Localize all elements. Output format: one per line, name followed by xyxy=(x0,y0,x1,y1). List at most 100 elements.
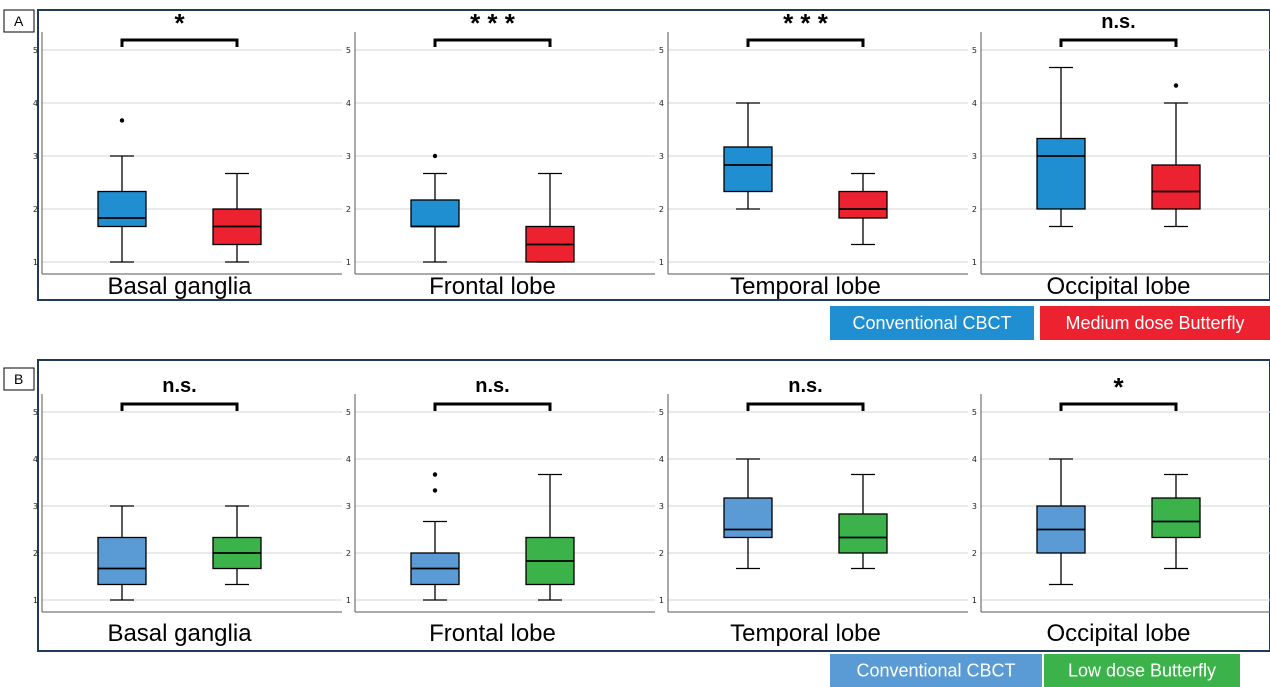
significance-bracket xyxy=(746,402,865,411)
subplot-1: 1 2 3 4 5 n.s. Frontal lobe xyxy=(346,375,655,647)
box-butterfly xyxy=(1151,83,1201,228)
outlier-point xyxy=(432,153,438,159)
panel-letter: A xyxy=(14,13,24,29)
legend-entry: Medium dose Butterfly xyxy=(1065,313,1244,333)
box-butterfly xyxy=(212,172,262,263)
y-tick-label: 3 xyxy=(659,152,664,161)
region-label: Basal ganglia xyxy=(107,620,252,647)
panel-frame xyxy=(37,9,1270,301)
box-conventional xyxy=(1036,66,1086,228)
y-tick-label: 2 xyxy=(33,205,38,214)
y-tick-label: 1 xyxy=(659,596,664,605)
legend-swatch xyxy=(1040,306,1270,340)
box-butterfly xyxy=(525,172,575,263)
y-tick-label: 1 xyxy=(972,596,977,605)
subplot-3: 1 2 3 4 5 n.s. Occipital lobe xyxy=(972,11,1270,300)
iqr-box xyxy=(838,190,888,219)
outlier-point xyxy=(432,488,438,493)
y-tick-label: 3 xyxy=(346,502,351,511)
y-tick-label: 1 xyxy=(972,258,977,267)
iqr-box xyxy=(1151,497,1201,539)
legend: Conventional CBCT Medium dose Butterfly xyxy=(830,306,1270,340)
y-tick-label: 2 xyxy=(659,205,664,214)
y-tick-label: 3 xyxy=(33,502,38,511)
legend-entry: Conventional CBCT xyxy=(856,661,1015,681)
legend-swatch xyxy=(830,306,1034,340)
subplot-1: 1 2 3 4 5 * * * Frontal lobe xyxy=(346,8,655,300)
iqr-box xyxy=(97,536,147,586)
outlier-point xyxy=(1173,83,1179,88)
y-tick-label: 4 xyxy=(33,455,38,464)
y-tick-label: 2 xyxy=(346,205,351,214)
significance-label: * xyxy=(174,8,185,38)
subplot-2: 1 2 3 4 5 * * * Temporal lobe xyxy=(659,8,968,300)
legend: Conventional CBCT Low dose Butterfly xyxy=(830,654,1240,687)
y-tick-label: 1 xyxy=(33,596,38,605)
significance-label: * * * xyxy=(783,8,829,38)
y-tick-label: 1 xyxy=(346,596,351,605)
iqr-box xyxy=(838,513,888,554)
region-label: Occipital lobe xyxy=(1046,620,1190,647)
y-tick-label: 2 xyxy=(33,549,38,558)
y-tick-label: 5 xyxy=(346,408,351,417)
region-label: Temporal lobe xyxy=(730,273,881,300)
y-tick-label: 2 xyxy=(972,205,977,214)
y-tick-label: 4 xyxy=(972,99,977,108)
iqr-box xyxy=(1151,164,1201,210)
y-tick-label: 4 xyxy=(659,455,664,464)
y-tick-label: 2 xyxy=(659,549,664,558)
significance-label: n.s. xyxy=(475,375,509,397)
region-label: Frontal lobe xyxy=(429,620,556,647)
box-conventional xyxy=(97,505,147,601)
iqr-box xyxy=(723,146,773,193)
box-conventional xyxy=(1036,458,1086,586)
iqr-box xyxy=(97,190,147,228)
subplot-0: 1 2 3 4 5 n.s. Basal ganglia xyxy=(33,375,342,647)
y-tick-label: 3 xyxy=(33,152,38,161)
y-tick-label: 5 xyxy=(346,46,351,55)
y-tick-label: 2 xyxy=(972,549,977,558)
box-conventional xyxy=(410,472,460,601)
y-tick-label: 4 xyxy=(33,99,38,108)
y-tick-label: 5 xyxy=(659,46,664,55)
significance-bracket xyxy=(433,402,552,411)
panel-frame xyxy=(37,359,1270,652)
y-tick-label: 4 xyxy=(659,99,664,108)
y-tick-label: 3 xyxy=(346,152,351,161)
y-tick-label: 1 xyxy=(33,258,38,267)
significance-label: n.s. xyxy=(788,375,822,397)
significance-bracket xyxy=(120,38,239,47)
box-butterfly xyxy=(212,505,262,586)
y-tick-label: 5 xyxy=(33,46,38,55)
significance-label: n.s. xyxy=(1101,11,1135,33)
panel-a: A 1 2 3 4 5 * Basal ganglia 1 2 3 4 5 * * * Frontal lo… xyxy=(3,8,1270,340)
y-tick-label: 4 xyxy=(346,99,351,108)
significance-label: n.s. xyxy=(162,375,196,397)
significance-bracket xyxy=(1059,402,1178,411)
subplot-0: 1 2 3 4 5 * Basal ganglia xyxy=(33,8,342,300)
iqr-box xyxy=(723,497,773,539)
significance-bracket xyxy=(120,402,239,411)
significance-label: * xyxy=(1113,372,1124,402)
y-tick-label: 5 xyxy=(972,46,977,55)
panel-letter: B xyxy=(14,371,23,387)
subplot-2: 1 2 3 4 5 n.s. Temporal lobe xyxy=(659,375,968,647)
box-conventional xyxy=(723,102,773,210)
outlier-point xyxy=(432,472,438,477)
significance-bracket xyxy=(433,38,552,47)
y-tick-label: 1 xyxy=(346,258,351,267)
box-butterfly xyxy=(838,172,888,246)
y-tick-label: 4 xyxy=(346,455,351,464)
box-butterfly xyxy=(525,473,575,601)
legend-entry: Conventional CBCT xyxy=(852,313,1011,333)
y-tick-label: 3 xyxy=(659,502,664,511)
box-butterfly xyxy=(838,473,888,570)
y-tick-label: 3 xyxy=(972,502,977,511)
panel-letter-box xyxy=(3,367,35,391)
y-tick-label: 3 xyxy=(972,152,977,161)
legend-swatch xyxy=(1044,654,1240,687)
subplot-3: 1 2 3 4 5 * Occipital lobe xyxy=(972,372,1270,647)
significance-bracket xyxy=(746,38,865,47)
iqr-box xyxy=(410,199,460,228)
y-tick-label: 1 xyxy=(659,258,664,267)
